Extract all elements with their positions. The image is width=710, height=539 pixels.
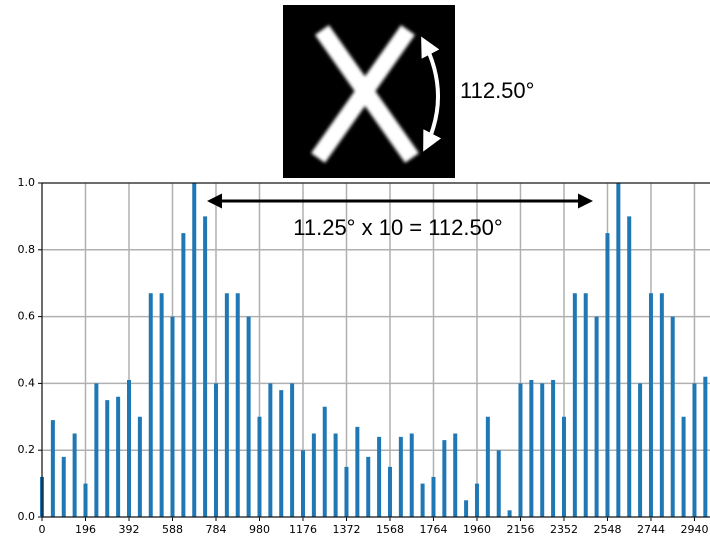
x-tick-label: 784 <box>205 523 226 536</box>
y-tick-label: 0.6 <box>18 310 36 323</box>
period-annotation: 11.25° x 10 = 112.50° <box>293 215 502 240</box>
x-tick-label: 1764 <box>419 523 447 536</box>
x-tick-label: 588 <box>162 523 183 536</box>
x-tick-label: 1176 <box>289 523 317 536</box>
x-tick-label: 2548 <box>593 523 621 536</box>
y-tick-label: 0.2 <box>18 443 36 456</box>
x-tick-label: 392 <box>118 523 139 536</box>
x-tick-label: 1372 <box>332 523 360 536</box>
x-tick-label: 1568 <box>376 523 404 536</box>
y-tick-label: 0.4 <box>18 376 36 389</box>
figure: 0 196 392 588 784 980 1176 1372 1568 1764 1960 2156… <box>0 0 710 539</box>
x-tick-label: 2352 <box>550 523 578 536</box>
x-tick-label: 2744 <box>637 523 665 536</box>
y-tick-label: 0.8 <box>18 243 36 256</box>
x-tick-label: 0 <box>39 523 46 536</box>
y-tick-label: 0.0 <box>18 510 36 523</box>
x-tick-label: 2156 <box>506 523 534 536</box>
angle-label: 112.50° <box>460 78 534 103</box>
x-tick-label: 196 <box>75 523 96 536</box>
x-tick-label: 980 <box>249 523 270 536</box>
y-tick-label: 1.0 <box>18 176 36 189</box>
x-tick-label: 2940 <box>680 523 708 536</box>
x-tick-label: 1960 <box>463 523 491 536</box>
